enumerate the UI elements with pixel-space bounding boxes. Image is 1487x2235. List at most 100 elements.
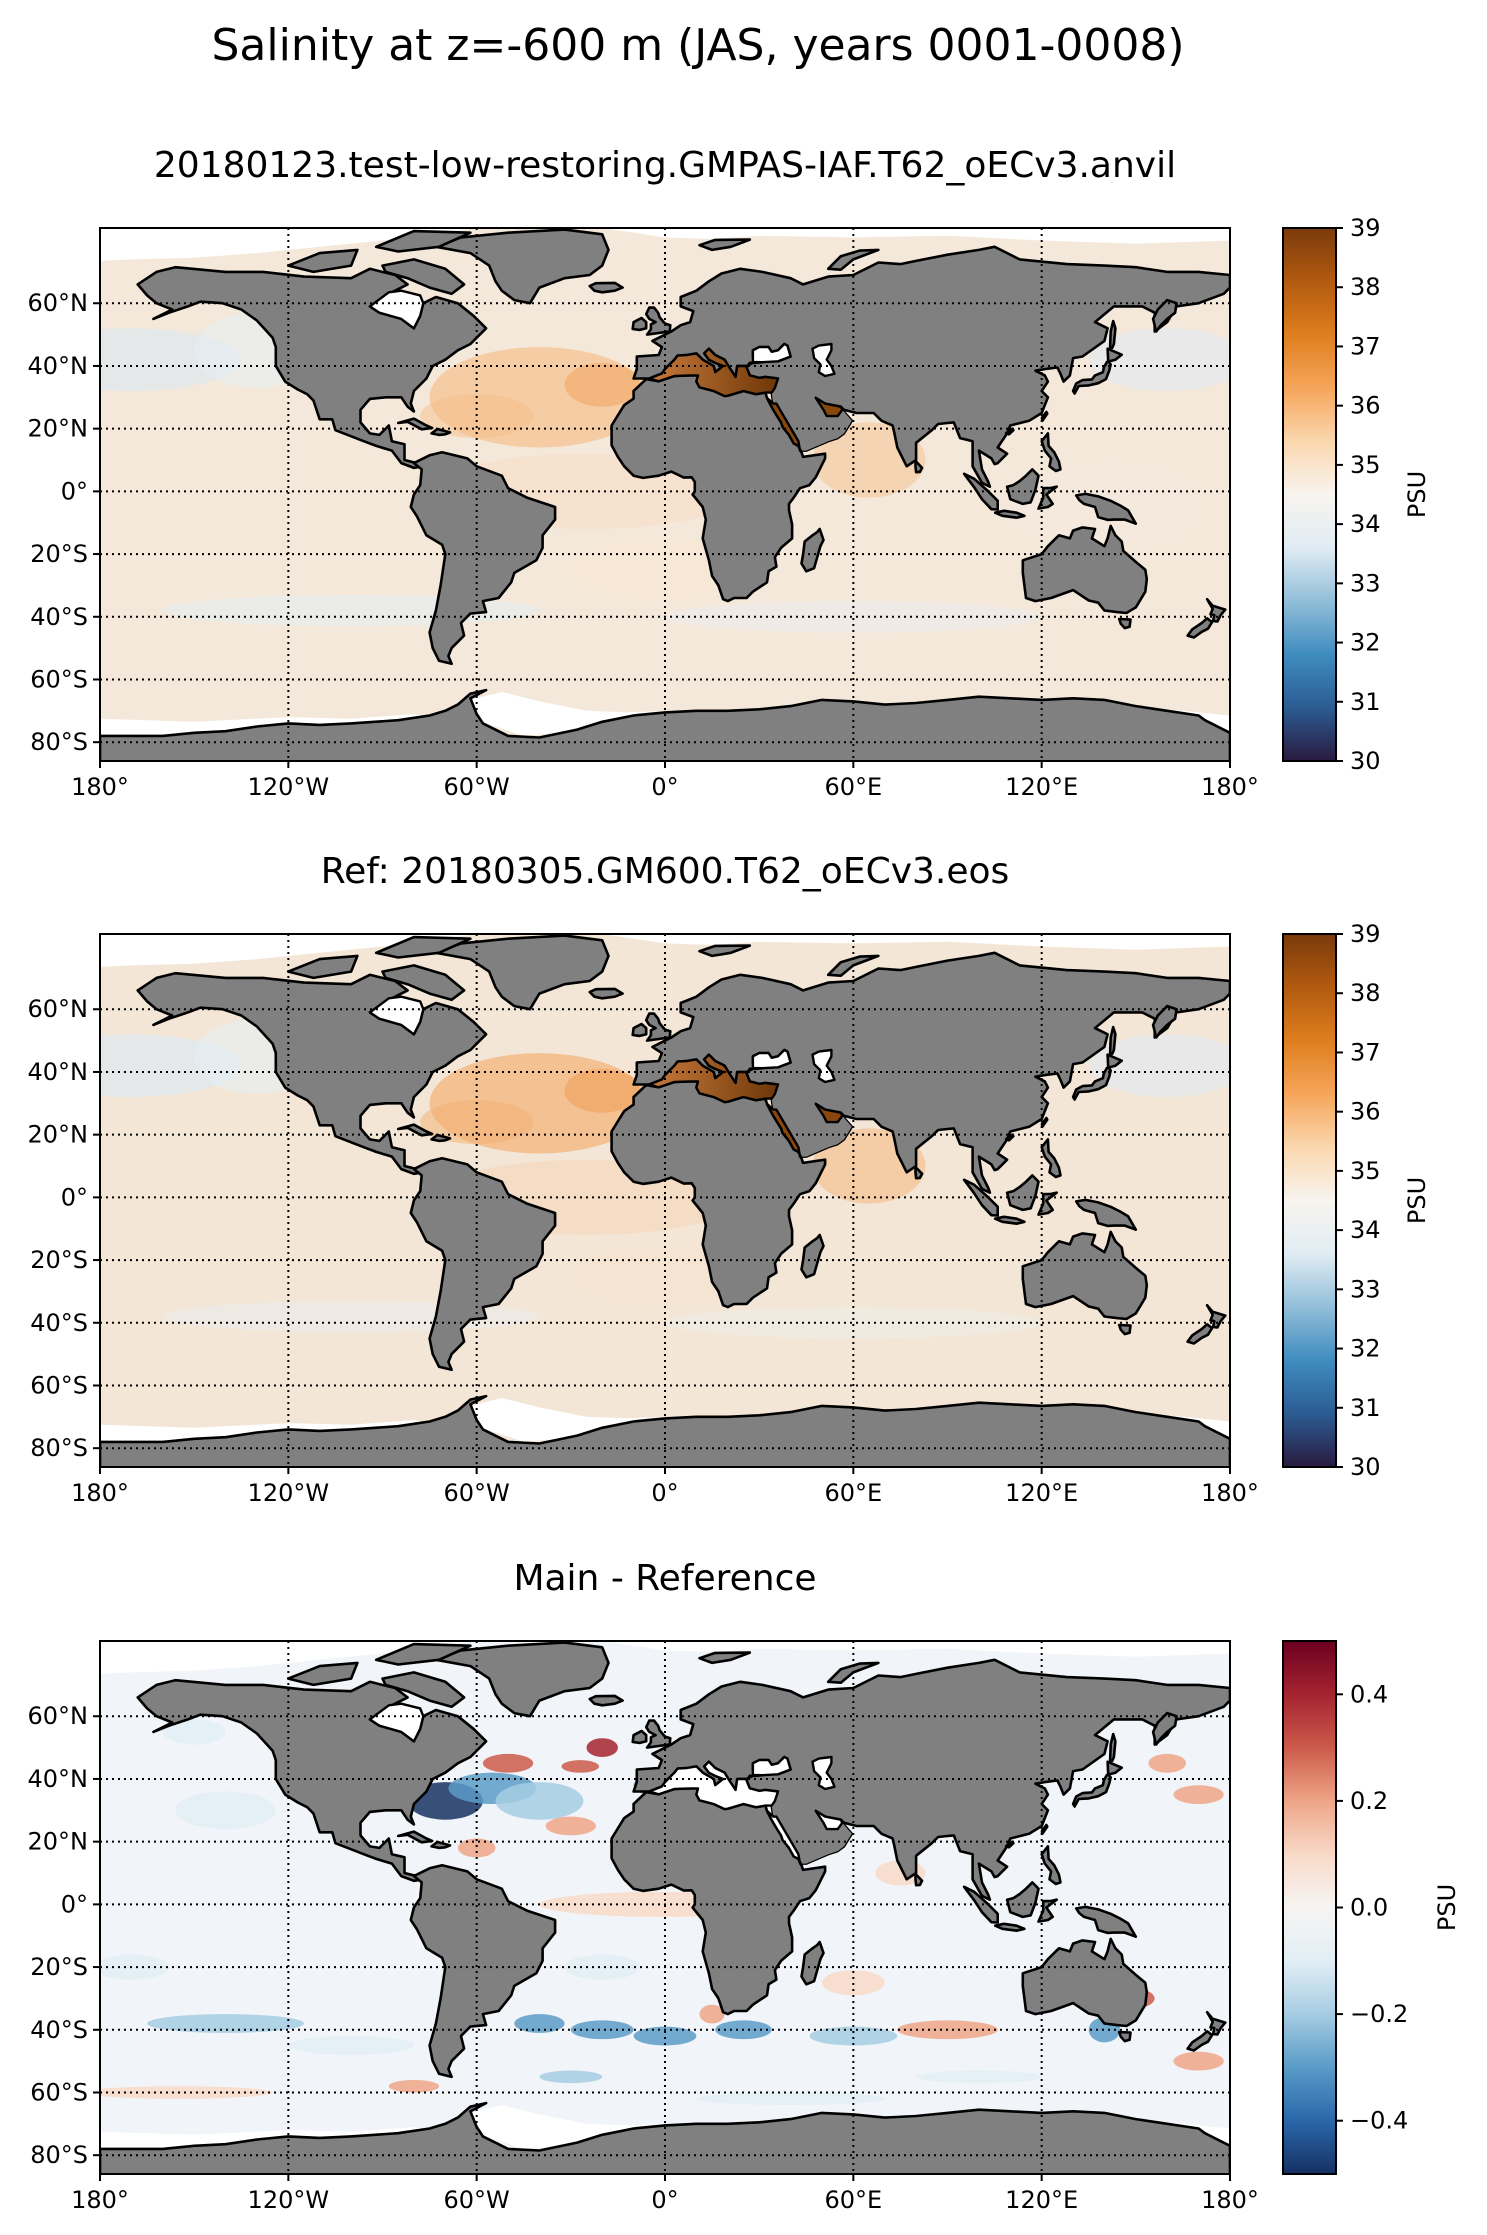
- land-new-zealand-n: [1205, 1303, 1227, 1329]
- sea-mediterranean: [648, 1053, 780, 1104]
- anomaly-patch: [162, 1719, 226, 1745]
- lon-tick-label: 180°: [71, 2186, 129, 2214]
- colorbar-tick-label: 0.0: [1350, 1894, 1388, 1922]
- land-greenland: [434, 1641, 610, 1718]
- colorbar-tick-label: 37: [1350, 1038, 1381, 1066]
- land-ireland: [631, 1022, 648, 1038]
- colorbar-label: PSU: [1403, 471, 1431, 518]
- sea-black-sea: [751, 342, 792, 364]
- anomaly-patch: [1173, 2051, 1224, 2071]
- ice-region-weddell: [461, 2105, 665, 2149]
- colorbar: 30 31 32 33 34 35 36 37 38 39 PSU: [1282, 214, 1431, 775]
- land-taiwan: [1040, 410, 1049, 423]
- lat-tick-label: 80°S: [30, 2141, 88, 2169]
- map-area: [100, 228, 1230, 761]
- ice-region-ross: [1135, 2120, 1230, 2146]
- lat-tick-label: 40°S: [30, 1309, 88, 1337]
- map-panel-1: Ref: 20180305.GM600.T62_oECv3.eos 180° 120…: [28, 851, 1432, 1507]
- land-australia: [1021, 1937, 1149, 2028]
- anomaly-patch: [561, 1760, 600, 1773]
- map-area: [100, 934, 1230, 1467]
- anomaly-patch: [457, 1838, 496, 1858]
- lat-tick-label: 60°S: [30, 665, 88, 693]
- colorbar-tick-label: 30: [1350, 747, 1381, 775]
- ice-region-arctic: [100, 228, 1230, 261]
- land-iceland: [588, 1694, 624, 1707]
- land-borneo: [1005, 468, 1040, 506]
- land-kamchatka: [1151, 1004, 1178, 1039]
- colorbar-tick-label: 38: [1350, 273, 1381, 301]
- colorbar-gradient: [1282, 227, 1337, 762]
- sea-mediterranean: [648, 347, 780, 398]
- colorbar-tick-label: −0.2: [1350, 2000, 1408, 2028]
- colorbar-tick-label: 34: [1350, 510, 1381, 538]
- lat-tick-label: 20°N: [28, 1828, 89, 1856]
- panel-title: Main - Reference: [513, 1558, 816, 1599]
- lon-tick-label: 180°: [71, 773, 129, 801]
- land-australia: [1021, 524, 1149, 615]
- land-antarctica: [100, 688, 1230, 761]
- lat-tick-label: 40°N: [28, 352, 89, 380]
- lat-tick-label: 0°: [61, 1890, 88, 1918]
- land-cuba: [396, 1830, 434, 1844]
- lat-tick-label: 20°N: [28, 1121, 89, 1149]
- colorbar-tick-label: 34: [1350, 1216, 1381, 1244]
- anomaly-patch: [1173, 1785, 1224, 1805]
- land-sri-lanka: [914, 1165, 924, 1180]
- lat-tick-label: 60°N: [28, 289, 89, 317]
- land-ireland: [631, 316, 648, 332]
- lat-tick-label: 60°S: [30, 2078, 88, 2106]
- map-area: [100, 1641, 1230, 2174]
- land-new-zealand-s: [1186, 2030, 1214, 2052]
- land-japan: [1071, 347, 1123, 395]
- land-new-guinea: [1074, 1905, 1138, 1938]
- ice-region-arctic: [100, 934, 1230, 967]
- lon-tick-label: 120°E: [1005, 2186, 1078, 2214]
- sea-hudson-bay: [368, 289, 425, 330]
- land-tasmania: [1117, 1323, 1132, 1336]
- land-novaya-zemlya: [826, 1661, 880, 1684]
- land-iceland: [588, 987, 624, 1000]
- lat-tick-label: 60°N: [28, 995, 89, 1023]
- ice-region-weddell: [461, 1398, 665, 1442]
- land-arctic-islands: [287, 954, 359, 980]
- land-uk: [644, 1012, 672, 1042]
- anomaly-patch: [100, 1954, 170, 1980]
- land-south-america: [409, 1156, 557, 1372]
- colorbar-tick-label: 39: [1350, 214, 1381, 242]
- land-sri-lanka: [914, 459, 924, 474]
- lon-tick-label: 60°W: [444, 773, 510, 801]
- sea-black-sea: [751, 1048, 792, 1070]
- lat-tick-label: 20°S: [30, 540, 88, 568]
- land-novaya-zemlya: [826, 248, 880, 271]
- lat-tick-label: 60°N: [28, 1702, 89, 1730]
- panel-title: 20180123.test-low-restoring.GMPAS-IAF.T6…: [154, 145, 1176, 186]
- land-sakhalin: [1108, 319, 1117, 350]
- land-ellesmere: [374, 229, 472, 253]
- ice-region-ross: [1135, 1413, 1230, 1439]
- map-panel-2: Main - Reference 180° 120°W 60°W 0° 60°E 120°E…: [28, 1558, 1462, 2214]
- anomaly-patch: [809, 2026, 898, 2046]
- sea-red-sea: [765, 1809, 803, 1867]
- land-new-guinea: [1074, 1198, 1138, 1231]
- land-new-zealand-n: [1205, 2010, 1227, 2036]
- land-philippines: [1040, 1845, 1062, 1886]
- anomaly-patch: [495, 1782, 584, 1820]
- colorbar-tick-label: 32: [1350, 629, 1381, 657]
- land-java: [993, 509, 1026, 519]
- anomaly-patch: [100, 2086, 273, 2099]
- salinity-shading: [420, 1100, 534, 1145]
- land-iceland: [588, 281, 624, 294]
- lon-tick-label: 60°E: [824, 1479, 882, 1507]
- colorbar: −0.4 −0.2 0.0 0.2 0.4 PSU: [1282, 1640, 1461, 2175]
- lon-tick-label: 60°W: [444, 1479, 510, 1507]
- colorbar-label: PSU: [1403, 1177, 1431, 1224]
- colorbar-tick-label: 35: [1350, 451, 1381, 479]
- colorbar: 30 31 32 33 34 35 36 37 38 39 PSU: [1282, 920, 1431, 1481]
- lon-tick-label: 120°E: [1005, 773, 1078, 801]
- salinity-shading: [1088, 1034, 1230, 1098]
- land-hispaniola: [430, 427, 452, 437]
- lon-tick-label: 60°E: [824, 773, 882, 801]
- land-madagascar: [800, 1940, 825, 1986]
